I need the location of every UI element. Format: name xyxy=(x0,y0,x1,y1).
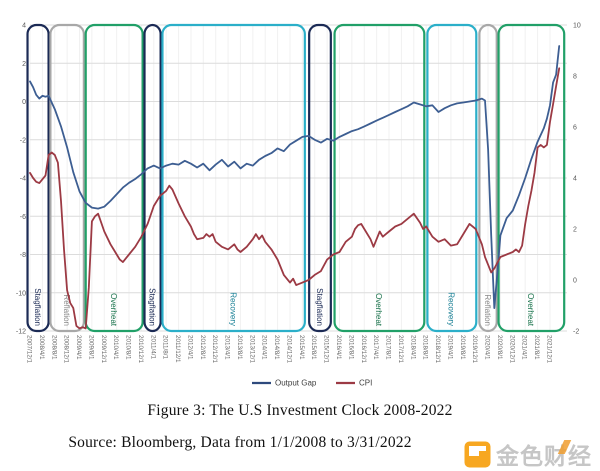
phase-rect-reflation xyxy=(49,23,85,333)
phase-label: Reflation xyxy=(62,294,71,326)
left-axis-tick: -12 xyxy=(16,329,26,336)
x-axis-tick: 2013/8/1 xyxy=(236,335,243,360)
right-axis-tick: 0 xyxy=(573,278,577,285)
x-axis-tick: 2019/12/1 xyxy=(471,335,478,364)
output-gap-line xyxy=(29,45,561,310)
left-axis-tick: -2 xyxy=(20,137,26,144)
x-axis-tick: 2013/4/1 xyxy=(224,335,231,360)
phase-label: Recovery xyxy=(228,292,237,326)
x-axis-tick: 2016/12/1 xyxy=(360,335,367,364)
phase-rect-stagflation xyxy=(308,23,332,333)
left-axis-tick: -6 xyxy=(20,214,26,221)
phase-label: Stagflation xyxy=(147,288,156,326)
x-axis-tick: 2012/4/1 xyxy=(186,335,193,360)
right-axis-tick: 4 xyxy=(573,176,577,183)
cpi-line xyxy=(29,67,561,330)
x-axis-tick: 2021/8/1 xyxy=(533,335,540,360)
phase-label: Overheat xyxy=(374,293,383,327)
x-axis-tick: 2007/12/1 xyxy=(26,335,33,364)
x-axis-tick: 2008/8/1 xyxy=(50,335,57,360)
source-caption: Source: Bloomberg, Data from 1/1/2008 to… xyxy=(68,434,412,451)
right-axis-tick: -2 xyxy=(573,329,579,336)
right-axis-tick: 2 xyxy=(573,227,577,234)
phase-label: Stagflation xyxy=(33,288,42,326)
investment-clock-plot: Stagflation Reflation Overheat Stagflation R… xyxy=(16,23,581,388)
jinse-logo-text: 金色财经 xyxy=(496,444,592,470)
x-axis-tick: 2011/12/1 xyxy=(174,335,181,363)
x-axis-tick: 2014/4/1 xyxy=(261,335,268,360)
x-axis-tick: 2010/12/1 xyxy=(137,335,144,364)
x-axis-tick: 2008/12/1 xyxy=(63,335,70,364)
left-axis-tick: 4 xyxy=(22,23,26,30)
jinse-icon xyxy=(464,441,491,467)
jinse-logo: 金色财经 xyxy=(464,437,592,471)
legend: Output Gap CPI xyxy=(252,379,372,388)
x-axis-tick: 2021/4/1 xyxy=(521,335,528,360)
legend-label: CPI xyxy=(359,379,372,388)
x-axis-tick: 2014/12/1 xyxy=(285,335,292,364)
x-axis-tick: 2016/8/1 xyxy=(347,335,354,360)
left-axis-tick: -10 xyxy=(16,290,26,297)
right-axis-tick: 6 xyxy=(573,125,577,132)
right-axis-tick: 10 xyxy=(573,23,581,30)
x-axis-tick: 2015/12/1 xyxy=(323,335,330,364)
x-axis-tick: 2020/8/1 xyxy=(496,335,503,360)
x-axis-labels: 2007/12/1 2008/4/1 2008/8/1 2008/12/1 2009/4… xyxy=(26,335,553,364)
x-axis-tick: 2015/8/1 xyxy=(310,335,317,360)
left-axis-tick: -8 xyxy=(20,252,26,259)
phase-rect-overheat xyxy=(333,23,426,333)
phase-label: Overheat xyxy=(526,293,535,327)
right-axis-labels: 10 8 6 4 2 0 -2 xyxy=(573,23,581,336)
phase-rect-overheat xyxy=(84,23,144,333)
x-axis-tick: 2021/12/1 xyxy=(545,335,552,364)
x-axis-tick: 2011/4/1 xyxy=(149,335,156,360)
x-axis-tick: 2008/4/1 xyxy=(38,335,45,360)
phase-rect-recovery xyxy=(426,23,478,333)
phase-rects: Stagflation Reflation Overheat Stagflation R… xyxy=(26,23,566,333)
phase-rect-reflation xyxy=(478,23,498,333)
x-axis-tick: 2018/8/1 xyxy=(422,335,429,360)
phase-rect-stagflation xyxy=(143,23,162,333)
x-axis-tick: 2009/8/1 xyxy=(87,335,94,360)
phase-label: Recovery xyxy=(447,292,456,326)
x-axis-tick: 2009/12/1 xyxy=(100,335,107,364)
x-axis-tick: 2017/12/1 xyxy=(397,335,404,364)
left-axis-tick: 2 xyxy=(22,61,26,68)
x-axis-tick: 2017/4/1 xyxy=(372,335,379,360)
x-axis-tick: 2012/12/1 xyxy=(211,335,218,364)
x-axis-tick: 2019/4/1 xyxy=(446,335,453,360)
x-axis-tick: 2019/8/1 xyxy=(459,335,466,360)
x-axis-tick: 2020/12/1 xyxy=(508,335,515,364)
left-axis-labels: 4 2 0 -2 -4 -6 -8 -10 -12 xyxy=(16,23,26,336)
x-axis-tick: 2017/8/1 xyxy=(385,335,392,360)
x-axis-tick: 2018/4/1 xyxy=(409,335,416,360)
left-axis-tick: 0 xyxy=(22,99,26,106)
x-axis-tick: 2020/4/1 xyxy=(484,335,491,360)
x-axis-tick: 2018/12/1 xyxy=(434,335,441,364)
phase-rect-recovery xyxy=(161,23,306,333)
x-axis-tick: 2015/4/1 xyxy=(298,335,305,360)
phase-rect-overheat xyxy=(497,23,566,333)
x-axis-tick: 2011/8/1 xyxy=(162,335,169,360)
x-axis-tick: 2010/4/1 xyxy=(112,335,119,360)
x-axis-tick: 2010/8/1 xyxy=(125,335,132,360)
legend-label: Output Gap xyxy=(275,379,317,388)
investment-clock-chart: Stagflation Reflation Overheat Stagflation R… xyxy=(15,22,581,388)
x-axis-tick: 2013/12/1 xyxy=(248,335,255,364)
figure-caption: Figure 3: The U.S Investment Clock 2008-… xyxy=(147,402,453,419)
x-axis-tick: 2012/8/1 xyxy=(199,335,206,360)
phase-label: Stagflation xyxy=(315,288,324,326)
right-axis-tick: 8 xyxy=(573,74,577,81)
phase-rect-stagflation xyxy=(26,23,50,333)
left-axis-tick: -4 xyxy=(20,176,26,183)
x-axis-tick: 2009/4/1 xyxy=(75,335,82,360)
phase-label: Overheat xyxy=(109,293,118,327)
phase-label: Reflation xyxy=(483,294,492,326)
x-axis-tick: 2016/4/1 xyxy=(335,335,342,360)
x-axis-tick: 2014/8/1 xyxy=(273,335,280,360)
